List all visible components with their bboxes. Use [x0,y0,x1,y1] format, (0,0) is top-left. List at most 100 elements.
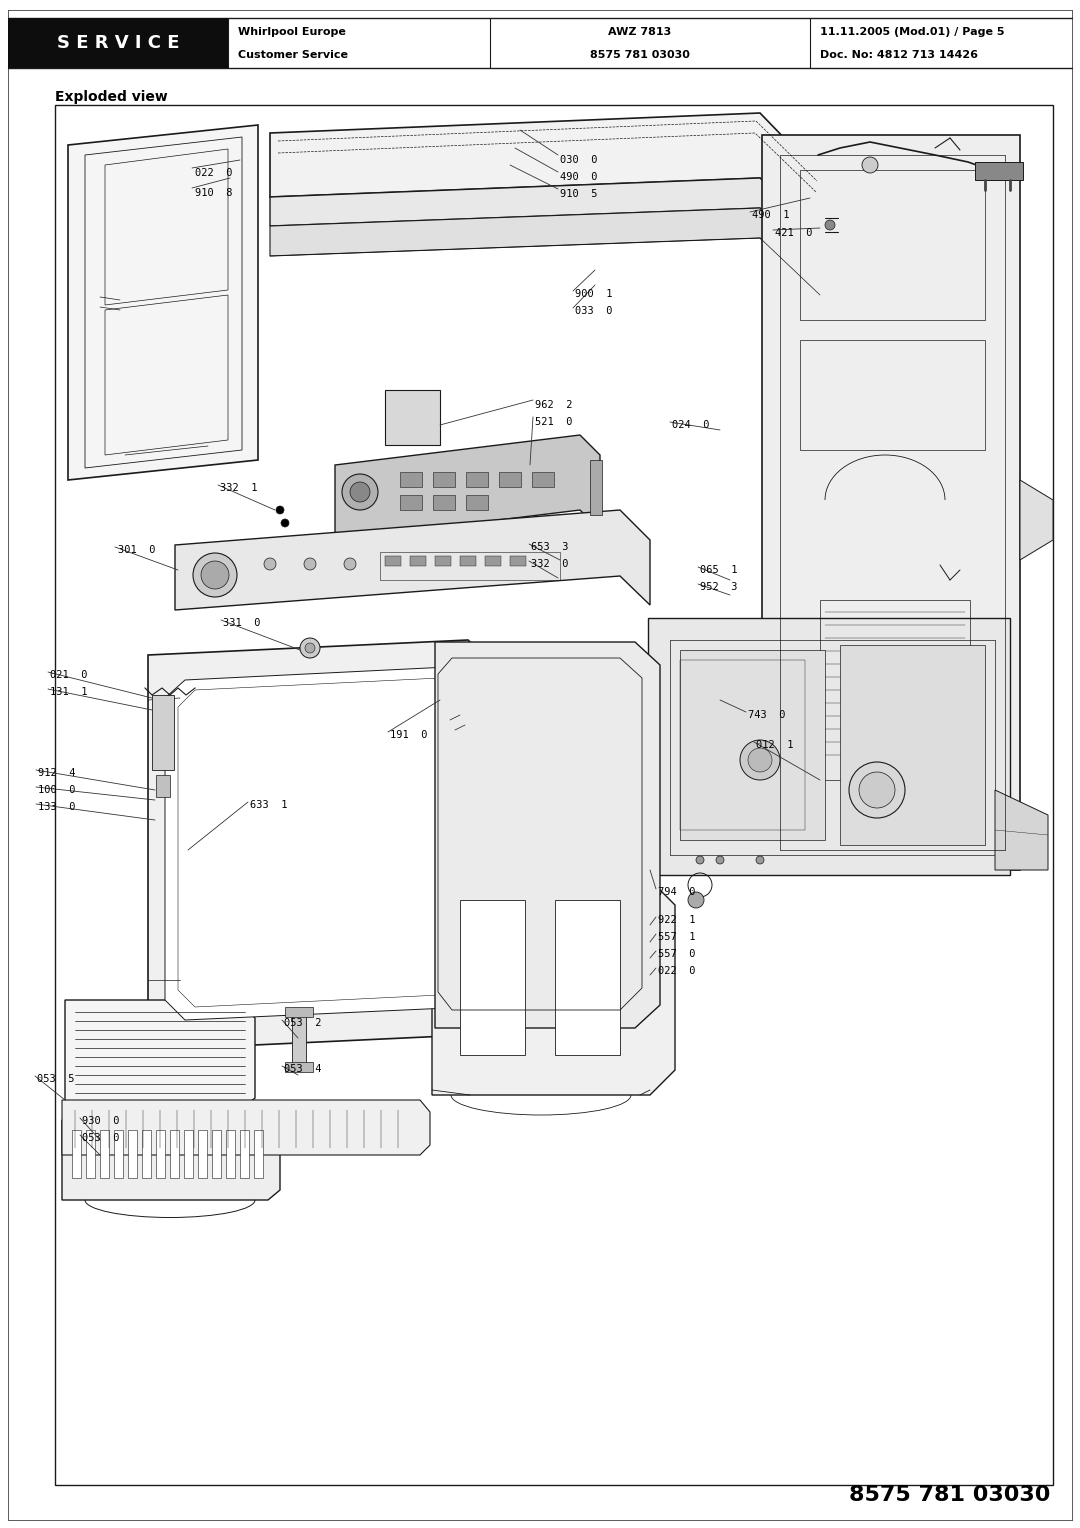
Bar [840,645,985,845]
Bar [170,1131,179,1178]
Text: 033  0: 033 0 [575,306,612,316]
Circle shape [756,856,764,863]
Polygon shape [335,435,600,539]
Bar [590,460,602,515]
Circle shape [859,772,895,808]
Bar [460,556,476,565]
Text: 024  0: 024 0 [672,420,710,429]
Polygon shape [432,880,675,1096]
Circle shape [201,561,229,588]
Bar [380,552,561,581]
Circle shape [350,481,370,503]
Circle shape [748,749,772,772]
Circle shape [264,558,276,570]
Circle shape [696,856,704,863]
Text: 053  5: 053 5 [37,1074,75,1083]
Bar [384,390,440,445]
Text: 053  4: 053 4 [284,1063,322,1074]
Text: 301  0: 301 0 [118,545,156,555]
Bar [435,556,451,565]
Polygon shape [62,1100,430,1155]
Bar [198,1131,207,1178]
Text: 910  5: 910 5 [561,189,597,199]
Bar [680,660,805,830]
Circle shape [849,762,905,817]
Bar [400,472,422,487]
Polygon shape [175,510,650,610]
Text: Customer Service: Customer Service [238,50,348,60]
Circle shape [303,558,316,570]
Text: S E R V I C E: S E R V I C E [57,34,179,52]
Text: 100  0: 100 0 [38,785,76,795]
Bar [680,649,825,840]
Bar [410,556,426,565]
Bar [152,695,174,770]
Text: 653  3: 653 3 [531,542,568,552]
Text: 743  0: 743 0 [748,711,785,720]
Text: 331  0: 331 0 [222,617,260,628]
Bar [8,18,228,69]
Bar [254,1131,264,1178]
Polygon shape [1020,480,1053,559]
Text: Doc. No: 4812 713 14426: Doc. No: 4812 713 14426 [820,50,978,60]
Bar [433,472,455,487]
Text: 022  0: 022 0 [658,966,696,976]
Bar [820,601,970,779]
Text: 021  0: 021 0 [50,669,87,680]
Text: 557  0: 557 0 [658,949,696,960]
Text: 8575 781 03030: 8575 781 03030 [849,1485,1051,1505]
Text: 012  1: 012 1 [756,740,794,750]
Text: 053  0: 053 0 [82,1132,120,1143]
Polygon shape [762,134,1020,869]
Bar [292,1010,306,1065]
Text: 030  0: 030 0 [561,154,597,165]
Bar [485,556,501,565]
Bar [212,1131,221,1178]
Polygon shape [270,177,820,264]
Circle shape [300,639,320,659]
Polygon shape [68,125,258,480]
Polygon shape [148,640,495,1050]
Bar [532,472,554,487]
Circle shape [740,740,780,779]
Polygon shape [65,999,255,1115]
Polygon shape [270,208,820,295]
Circle shape [688,892,704,908]
Text: 962  2: 962 2 [535,400,572,410]
Polygon shape [62,1120,280,1199]
Bar [555,900,620,1054]
Circle shape [305,643,315,652]
Circle shape [281,520,289,527]
Text: 065  1: 065 1 [700,565,738,575]
Bar [156,1131,165,1178]
Bar [156,775,170,798]
Text: 053  2: 053 2 [284,1018,322,1028]
Circle shape [862,157,878,173]
Bar [129,1131,137,1178]
Circle shape [276,506,284,513]
Text: 900  1: 900 1 [575,289,612,299]
Bar [499,472,521,487]
Text: Exploded view: Exploded view [55,90,167,104]
Text: 11.11.2005 (Mod.01) / Page 5: 11.11.2005 (Mod.01) / Page 5 [820,28,1004,37]
Polygon shape [995,790,1048,869]
Bar [800,341,985,451]
Bar [141,1131,151,1178]
Text: 133  0: 133 0 [38,802,76,811]
Bar [184,1131,193,1178]
Text: 332  0: 332 0 [531,559,568,568]
Text: 930  0: 930 0 [82,1115,120,1126]
Bar [100,1131,109,1178]
Text: 912  4: 912 4 [38,769,76,778]
Polygon shape [270,113,820,235]
Text: 794  0: 794 0 [658,886,696,897]
Bar [433,495,455,510]
Polygon shape [165,668,472,1021]
Text: 022  0: 022 0 [195,168,232,177]
Bar [285,1007,313,1018]
Bar [800,170,985,319]
Text: Whirlpool Europe: Whirlpool Europe [238,28,346,37]
Text: 8575 781 03030: 8575 781 03030 [590,50,690,60]
Bar [226,1131,235,1178]
Bar [240,1131,249,1178]
